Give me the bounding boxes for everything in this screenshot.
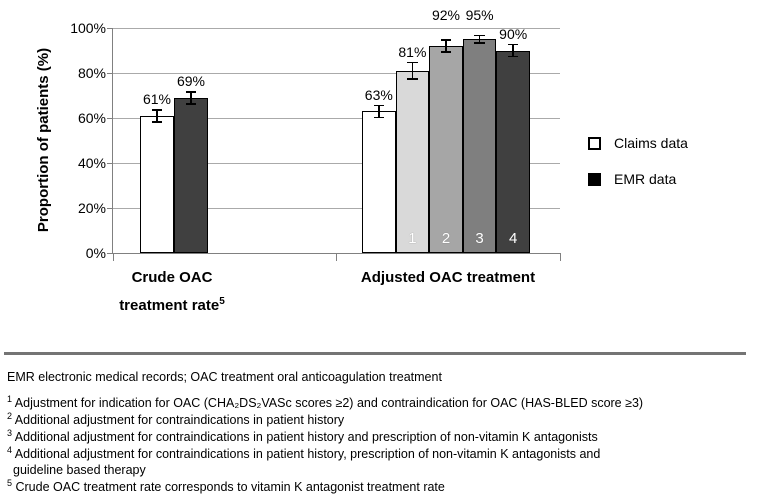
footnote-marker: 1 <box>7 393 13 404</box>
bar-number-1: 1 <box>408 230 417 247</box>
footnote-5: 5 Crude OAC treatment rate corresponds t… <box>7 477 445 495</box>
footer-divider <box>4 352 746 355</box>
footnote-marker: 5 <box>7 477 13 488</box>
y-tick-mark <box>107 207 112 209</box>
bar-emr-data-adjustment-1 <box>395 70 430 253</box>
chart-legend: Claims data EMR data <box>588 135 688 207</box>
error-bar-cap-bottom <box>151 121 163 123</box>
bar-chart: Proportion of patients (%) 0% 20% 40% 60% 80… <box>35 6 688 318</box>
error-bar-cap-top <box>507 43 519 46</box>
x-category-label-text: Adjusted OAC treatment <box>360 269 536 286</box>
bar-emr-data-adjustment-3 <box>462 39 497 253</box>
error-bar-cap-top <box>151 109 163 111</box>
bar-value-label: 63% <box>364 86 393 103</box>
y-tick-label: 20% <box>77 200 106 216</box>
footnote-3: 3 Additional adjustment for contraindica… <box>7 427 598 444</box>
y-tick-label: 100% <box>70 20 106 36</box>
bar-value-label: 95% <box>465 6 494 23</box>
x-category-label: Crude OAC treatment rate5 <box>62 266 282 318</box>
footnote-marker: 4 <box>7 444 13 455</box>
bar-value-label: 90% <box>499 25 528 42</box>
legend-label: Claims data <box>614 135 688 151</box>
error-bar-line <box>445 39 447 53</box>
bar-value-label: 81% <box>398 43 427 60</box>
error-bar-cap-bottom <box>185 103 197 105</box>
error-bar <box>474 34 485 44</box>
bar-value-label: 92% <box>431 7 461 24</box>
x-category-label-text: treatment rate <box>119 297 220 314</box>
error-bar-cap-top <box>407 61 418 64</box>
bar-emr-data <box>174 97 208 253</box>
footnote-1: 1 Adjustment for indication for OAC (CHA… <box>7 393 644 410</box>
legend-swatch-emr-data <box>588 172 601 186</box>
error-bar <box>373 104 385 118</box>
gridline-20 <box>113 207 560 209</box>
legend-item-claims-data: Claims data <box>588 135 688 151</box>
bar-emr-data-adjustment-2 <box>429 46 463 253</box>
bar-value-label: 61% <box>142 91 172 107</box>
footnote-list: 1 Adjustment for indication for OAC (CHA… <box>7 393 759 496</box>
x-axis-line <box>112 253 561 254</box>
error-bar-line <box>190 91 192 105</box>
error-bar-cap-top <box>373 104 385 106</box>
bar-value-label: 69% <box>176 73 206 89</box>
error-bar <box>151 109 163 123</box>
gridline-60 <box>113 117 560 119</box>
x-tick-mark <box>112 254 114 261</box>
legend-label: EMR data <box>614 171 677 187</box>
y-tick-label: 0% <box>85 245 106 261</box>
bar-number-2: 2 <box>441 230 451 247</box>
footnote-2: 2 Additional adjustment for contraindica… <box>7 410 345 427</box>
y-tick-mark <box>107 162 112 164</box>
x-tick-mark <box>336 254 337 261</box>
error-bar <box>407 61 418 80</box>
gridline-40 <box>113 162 560 164</box>
error-bar <box>185 91 197 105</box>
error-bar-cap-bottom <box>440 51 452 53</box>
error-bar-line <box>512 43 514 58</box>
gridline-80 <box>113 72 560 74</box>
bar-claims-data <box>140 115 174 253</box>
x-category-label: Adjusted OAC treatment <box>338 266 558 290</box>
error-bar-line <box>478 34 481 44</box>
gridline-100 <box>113 27 560 29</box>
abbreviations-line: EMR electronic medical records; OAC trea… <box>7 370 442 384</box>
error-bar <box>507 43 519 58</box>
footnote-marker: 3 <box>7 427 13 438</box>
legend-swatch-claims-data <box>588 136 601 150</box>
y-tick-mark <box>107 252 112 254</box>
y-axis-line <box>112 28 113 254</box>
bar-number-3: 3 <box>475 230 484 247</box>
y-tick-mark <box>107 72 112 74</box>
error-bar-cap-top <box>185 91 197 93</box>
bar-emr-data-adjustment-4 <box>496 50 530 253</box>
error-bar-cap-bottom <box>507 55 519 58</box>
error-bar-cap-top <box>440 39 452 41</box>
error-bar-cap-bottom <box>474 42 485 44</box>
error-bar-cap-bottom <box>407 78 418 80</box>
bar-claims-data <box>362 111 396 253</box>
y-tick-mark <box>107 117 112 119</box>
error-bar-line <box>378 104 380 118</box>
y-tick-label: 60% <box>77 110 106 126</box>
footnote-4: 4 Additional adjustment for contraindica… <box>7 444 601 478</box>
bar-number-4: 4 <box>509 230 518 247</box>
error-bar-line <box>411 61 414 80</box>
error-bar-cap-bottom <box>373 116 385 118</box>
error-bar <box>440 39 452 53</box>
y-tick-mark <box>107 27 112 29</box>
y-axis-title: Proportion of patients (%) <box>35 47 52 233</box>
x-category-label-text: Crude OAC <box>131 269 213 286</box>
footnote-marker: 5 <box>219 296 225 307</box>
y-tick-label: 80% <box>77 65 106 81</box>
x-tick-mark <box>559 254 561 261</box>
error-bar-line <box>156 109 158 123</box>
legend-item-emr-data: EMR data <box>588 171 688 187</box>
y-tick-label: 40% <box>77 155 106 171</box>
footnote-marker: 2 <box>7 410 13 421</box>
error-bar-cap-top <box>474 34 485 37</box>
